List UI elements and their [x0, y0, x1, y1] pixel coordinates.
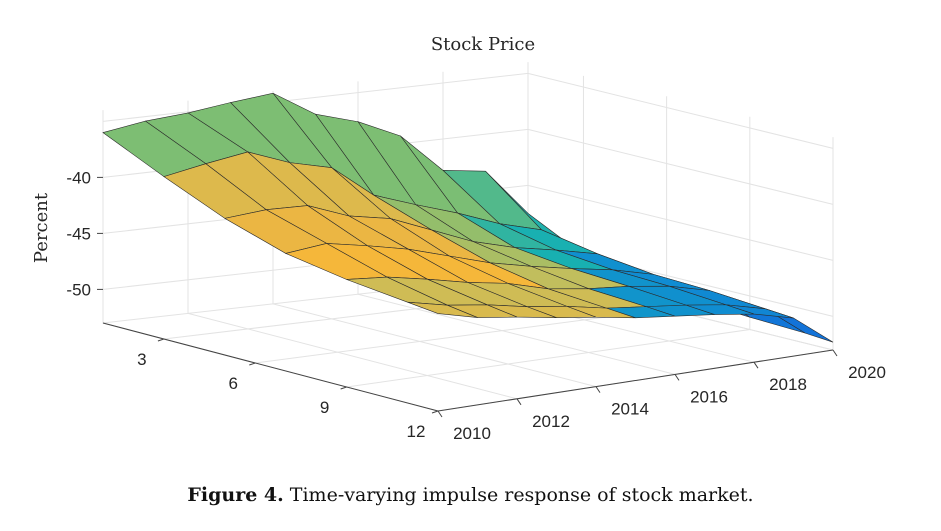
- chart-title: Stock Price: [431, 34, 535, 55]
- surface-layer: [102, 92, 834, 343]
- z-axis-label: Percent: [31, 192, 52, 263]
- x-tick-label: 2014: [611, 400, 649, 419]
- y-tick-mark: [157, 338, 165, 342]
- x-tick-mark: [595, 386, 601, 393]
- y-tick-label: 6: [229, 374, 238, 393]
- x-tick-label: 2016: [690, 387, 728, 406]
- surface-patch: [407, 301, 478, 318]
- x-tick-label: 2020: [848, 363, 886, 382]
- y-tick-label: 12: [407, 422, 426, 441]
- z-tick-label: -45: [66, 224, 91, 243]
- caption-text: Time-varying impulse response of stock m…: [283, 484, 754, 506]
- x-tick-mark: [516, 398, 522, 406]
- caption-label: Figure 4.: [187, 484, 284, 506]
- x-tick-label: 2010: [453, 424, 491, 443]
- y-axis-line: [102, 322, 439, 412]
- y-tick-label: 9: [320, 398, 329, 417]
- x-tick-mark: [674, 374, 680, 381]
- x-tick-label: 2018: [769, 375, 807, 394]
- z-tick-label: -50: [66, 280, 91, 299]
- x-tick-mark: [753, 361, 759, 369]
- y-tick-mark: [431, 410, 439, 414]
- x-axis-line: [437, 349, 834, 412]
- x-tick-label: 2012: [532, 412, 570, 431]
- grid-line-y: [346, 116, 751, 388]
- x-tick-mark: [437, 410, 443, 418]
- y-tick-label: 3: [137, 350, 146, 369]
- y-tick-mark: [340, 386, 347, 390]
- y-tick-mark: [249, 362, 256, 366]
- x-tick-mark: [832, 349, 838, 357]
- axis-layer: -40 -45 -50 3 6 9 12 2010 2012 2014 2016 2018 2020: [66, 168, 885, 443]
- figure-caption: Figure 4. Time-varying impulse response …: [0, 484, 941, 506]
- z-tick-label: -40: [66, 168, 91, 187]
